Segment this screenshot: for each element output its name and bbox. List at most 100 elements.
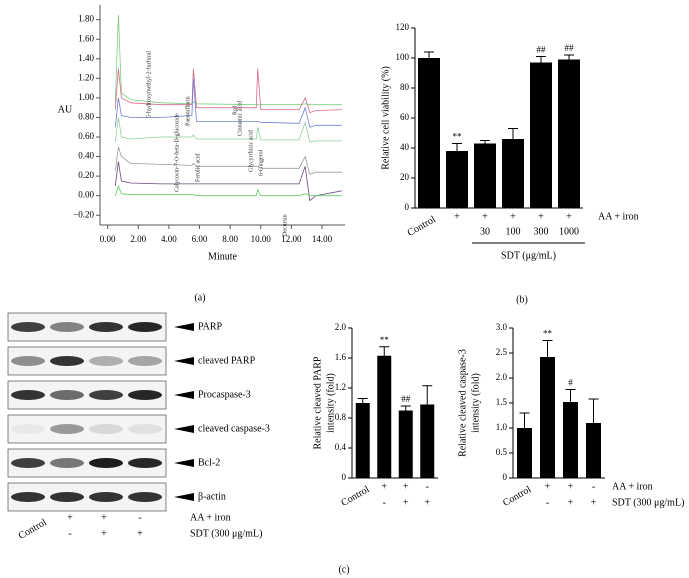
row-name: AA + iron xyxy=(598,211,639,222)
trace xyxy=(114,146,342,175)
band xyxy=(50,322,84,332)
x-tick-label: + xyxy=(545,481,551,492)
bar xyxy=(355,403,370,478)
y-tick-label: 20 xyxy=(400,172,410,182)
bar xyxy=(540,357,555,478)
y-tick-label: 2.0 xyxy=(496,372,508,382)
y-axis-label: intensity (fold) xyxy=(470,373,481,433)
band xyxy=(128,458,162,468)
band xyxy=(11,322,45,332)
y-tick-label: 0.20 xyxy=(78,170,94,180)
bar xyxy=(502,139,524,208)
trace xyxy=(114,117,342,143)
y-tick-label: 80 xyxy=(400,82,410,92)
y-tick-label: 0.60 xyxy=(78,131,94,141)
peak-label: Ferulic acid xyxy=(195,154,201,183)
row-name: AA + iron xyxy=(612,481,653,492)
arrow xyxy=(174,357,194,365)
x-axis-label: Minute xyxy=(208,251,237,262)
x-tick-label: - xyxy=(592,481,595,492)
significance: ** xyxy=(453,132,463,142)
band xyxy=(128,390,162,400)
blot-control: Control xyxy=(17,517,49,542)
bar xyxy=(398,410,413,478)
band xyxy=(128,322,162,332)
y-tick-label: 0 xyxy=(503,472,508,482)
x-tick-label: 6.00 xyxy=(192,234,208,244)
significance: ## xyxy=(401,394,411,404)
trace xyxy=(114,161,342,202)
y-tick-label: 40 xyxy=(400,142,410,152)
band xyxy=(89,492,123,502)
y-tick-label: 1.6 xyxy=(335,352,347,362)
blot-label: cleaved caspase-3 xyxy=(198,423,270,434)
band xyxy=(89,458,123,468)
blot-treatment: - xyxy=(68,528,71,539)
y-tick-label: 0.80 xyxy=(78,112,94,122)
y-tick-label: 1.2 xyxy=(335,382,346,392)
significance: ** xyxy=(380,335,390,345)
band xyxy=(89,390,123,400)
blot-label: Procaspase-3 xyxy=(198,389,251,400)
row-label: 30 xyxy=(480,226,490,237)
row-label: + xyxy=(424,497,430,508)
x-tick-label: + xyxy=(538,211,544,222)
band xyxy=(11,356,45,366)
band xyxy=(128,356,162,366)
group-label: SDT (μg/mL) xyxy=(501,250,556,261)
bar xyxy=(530,62,552,208)
row-label: + xyxy=(403,497,409,508)
band xyxy=(11,424,45,434)
band xyxy=(50,492,84,502)
x-tick-label: + xyxy=(510,211,516,222)
y-tick-label: 1.0 xyxy=(496,422,508,432)
blot-treatment: + xyxy=(101,528,107,539)
significance: # xyxy=(568,378,573,388)
blot-label: Bcl-2 xyxy=(198,457,220,468)
blot-label: β-actin xyxy=(198,491,226,502)
trace xyxy=(114,184,342,197)
peak-label: Glycyrrhizic acid xyxy=(248,130,254,172)
panel-label: (b) xyxy=(516,294,528,305)
peak-label: 6-Gingerol xyxy=(258,149,264,176)
y-axis-label: Relative cleaved caspase-3 xyxy=(457,349,468,457)
trace xyxy=(114,68,342,114)
bar xyxy=(586,423,601,478)
x-tick-label: 4.00 xyxy=(161,234,177,244)
significance: ## xyxy=(537,45,547,55)
bar xyxy=(517,428,532,478)
peak-label: Decursin xyxy=(282,214,288,236)
band xyxy=(11,458,45,468)
band xyxy=(50,356,84,366)
peak-label: Cinnamic acid xyxy=(237,101,243,136)
x-tick-label: + xyxy=(482,211,488,222)
blot-row-name: SDT (300 μg/mL) xyxy=(190,528,262,539)
blot-treatment: - xyxy=(138,512,141,523)
row-label: 1000 xyxy=(559,226,579,237)
y-tick-label: 0 xyxy=(405,202,410,212)
blot-label: PARP xyxy=(198,321,223,332)
y-axis-label: intensity (fold) xyxy=(325,373,336,433)
x-tick-label: 10.00 xyxy=(251,234,272,244)
x-tick-label: Control xyxy=(339,484,371,509)
row-label: - xyxy=(383,497,386,508)
blot-row-name: AA + iron xyxy=(190,512,231,523)
significance: ** xyxy=(543,329,553,339)
y-tick-label: 2.0 xyxy=(335,322,347,332)
x-tick-label: 12.00 xyxy=(281,234,302,244)
row-name: SDT (300 μg/mL) xyxy=(612,497,684,508)
y-tick-label: 1.40 xyxy=(78,53,94,63)
y-tick-label: 0.5 xyxy=(496,447,508,457)
panel-label: (a) xyxy=(194,292,205,303)
band xyxy=(89,322,123,332)
y-tick-label: 100 xyxy=(396,52,410,62)
arrow xyxy=(174,459,194,467)
bar xyxy=(418,58,440,208)
y-axis-label: Relative cleaved PARP xyxy=(312,356,323,449)
y-tick-label: −0.20 xyxy=(73,209,94,219)
y-tick-label: 2.5 xyxy=(496,347,508,357)
x-tick-label: + xyxy=(454,211,460,222)
bar xyxy=(563,402,578,478)
row-label: 300 xyxy=(534,226,549,237)
